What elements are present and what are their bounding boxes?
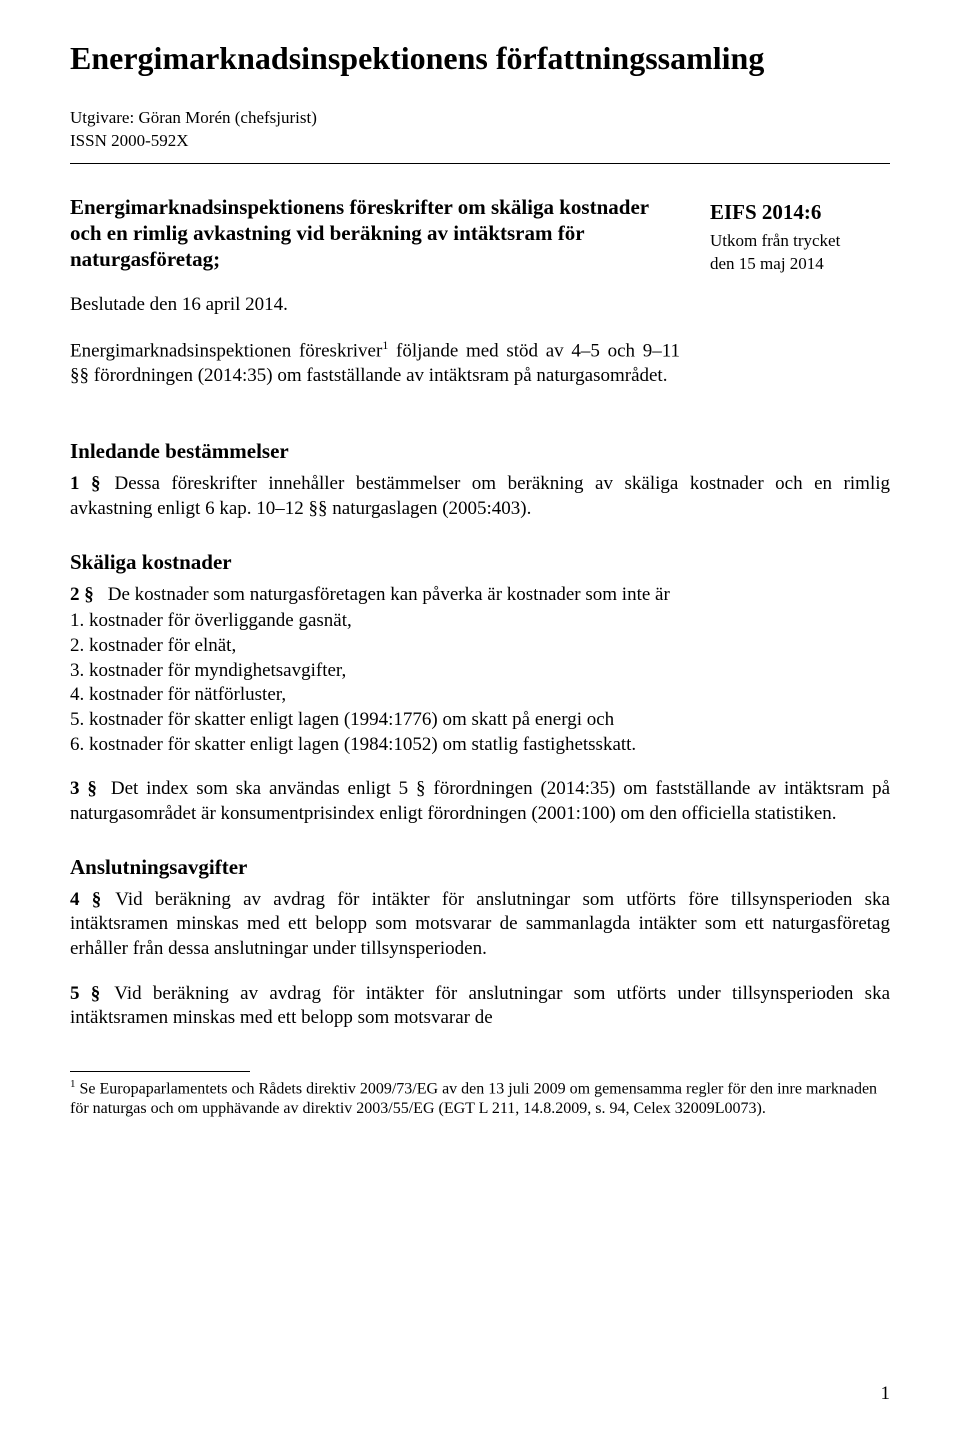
para-4-body: Vid beräkning av avdrag för intäkter för…	[70, 889, 890, 959]
list-item: 2. kostnader för elnät,	[70, 634, 890, 659]
para-2-lead: 2 §	[70, 584, 94, 605]
cost-list: 1. kostnader för överliggande gasnät, 2.…	[70, 609, 890, 757]
para-5-body: Vid beräkning av avdrag för intäkter för…	[70, 983, 890, 1029]
issuer-line: Utgivare: Göran Morén (chefsjurist)	[70, 107, 890, 130]
title-column: Energimarknadsinspektionens föreskrifter…	[70, 194, 710, 411]
regulation-title: Energimarknadsinspektionens föreskrifter…	[70, 194, 680, 273]
issn-line: ISSN 2000-592X	[70, 130, 890, 153]
footnote-rule	[70, 1071, 250, 1072]
horizontal-rule	[70, 163, 890, 164]
decided-date: Beslutade den 16 april 2014.	[70, 294, 680, 316]
paragraph-1: 1 §Dessa föreskrifter innehåller bestämm…	[70, 472, 890, 521]
footnote: 1 Se Europaparlamentets och Rådets direk…	[70, 1078, 890, 1119]
main-title: Energimarknadsinspektionens författnings…	[70, 40, 890, 77]
paragraph-2: 2 § De kostnader som naturgasföretagen ka…	[70, 583, 890, 608]
paragraph-3: 3 §Det index som ska användas enligt 5 §…	[70, 777, 890, 826]
list-item: 1. kostnader för överliggande gasnät,	[70, 609, 890, 634]
para-1-lead: 1 §	[70, 473, 101, 494]
section-heading-inledande: Inledande bestämmelser	[70, 439, 890, 464]
list-item: 5. kostnader för skatter enligt lagen (1…	[70, 708, 890, 733]
section-heading-skaliga: Skäliga kostnader	[70, 550, 890, 575]
paragraph-5: 5 §Vid beräkning av avdrag för intäkter …	[70, 982, 890, 1031]
issued-line-2: den 15 maj 2014	[710, 253, 890, 276]
paragraph-4: 4 §Vid beräkning av avdrag för intäkter …	[70, 888, 890, 962]
issuer-block: Utgivare: Göran Morén (chefsjurist) ISSN…	[70, 107, 890, 153]
para-1-body: Dessa föreskrifter innehåller bestämmels…	[70, 473, 890, 519]
list-item: 4. kostnader för nätförluster,	[70, 683, 890, 708]
list-item: 3. kostnader för myndighetsavgifter,	[70, 659, 890, 684]
issued-line-1: Utkom från trycket	[710, 230, 890, 253]
list-item: 6. kostnader för skatter enligt lagen (1…	[70, 733, 890, 758]
document-page: Energimarknadsinspektionens författnings…	[0, 0, 960, 1435]
intro-pre: Energimarknadsinspektionen föreskriver	[70, 341, 382, 362]
para-3-lead: 3 §	[70, 778, 97, 799]
intro-paragraph: Energimarknadsinspektionen föreskriver1 …	[70, 338, 680, 389]
page-number: 1	[881, 1383, 891, 1405]
para-2-body: De kostnader som naturgasföretagen kan p…	[108, 584, 670, 605]
footnote-text: Se Europaparlamentets och Rådets direkti…	[70, 1080, 877, 1117]
side-column: EIFS 2014:6 Utkom från trycket den 15 ma…	[710, 194, 890, 276]
title-row: Energimarknadsinspektionens föreskrifter…	[70, 194, 890, 411]
eifs-code: EIFS 2014:6	[710, 198, 890, 226]
para-4-lead: 4 §	[70, 889, 101, 910]
para-3-body: Det index som ska användas enligt 5 § fö…	[70, 778, 890, 824]
section-heading-anslut: Anslutningsavgifter	[70, 855, 890, 880]
para-5-lead: 5 §	[70, 983, 100, 1004]
